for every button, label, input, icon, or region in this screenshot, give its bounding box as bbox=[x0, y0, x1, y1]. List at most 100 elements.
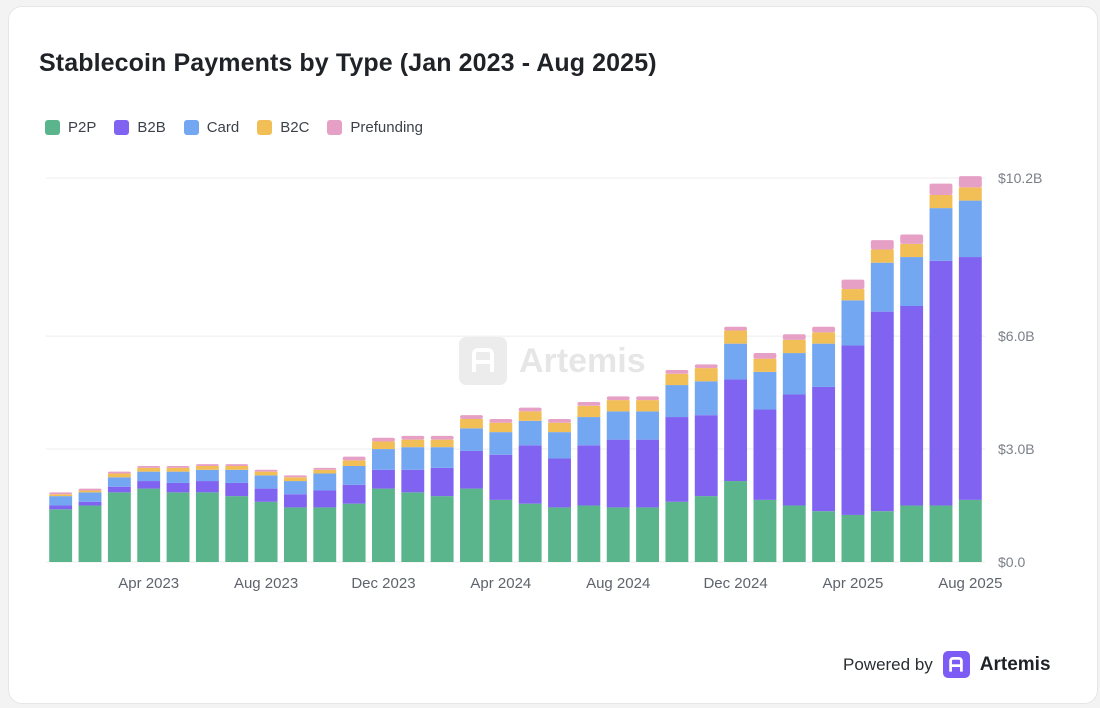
bar-segment-card bbox=[137, 471, 161, 482]
bar-segment-p2p bbox=[958, 499, 982, 562]
bar-segment-card bbox=[694, 381, 718, 416]
powered-by[interactable]: Powered by Artemis bbox=[843, 651, 1051, 678]
bar-segment-p2p bbox=[782, 505, 806, 562]
bar-segment-prefunding bbox=[548, 418, 571, 423]
bar-segment-b2c bbox=[665, 373, 689, 386]
bar-segment-p2p bbox=[841, 514, 865, 562]
bar-segment-b2b bbox=[782, 394, 806, 506]
bar-segment-prefunding bbox=[225, 464, 249, 466]
bar-segment-p2p bbox=[900, 505, 924, 562]
bar-segment-b2b bbox=[372, 469, 395, 489]
bar-segment-p2p bbox=[313, 507, 337, 562]
bar-segment-prefunding bbox=[606, 396, 630, 401]
bar-segment-card bbox=[430, 447, 454, 468]
bar-segment-b2c bbox=[489, 422, 513, 433]
bar-segment-b2c bbox=[929, 194, 953, 209]
bar-segment-card bbox=[401, 447, 425, 470]
bar-segment-card bbox=[49, 496, 73, 506]
bar-segment-p2p bbox=[430, 496, 454, 562]
bar-segment-b2c bbox=[812, 332, 836, 344]
bar-segment-prefunding bbox=[753, 353, 777, 359]
bar-segment-b2c bbox=[958, 187, 982, 201]
bar-segment-p2p bbox=[225, 496, 249, 562]
bar-segment-b2c bbox=[460, 418, 483, 429]
x-tick-label: Dec 2023 bbox=[351, 575, 415, 592]
bar-segment-p2p bbox=[812, 511, 836, 562]
bar-segment-prefunding bbox=[636, 396, 659, 401]
bar-segment-card bbox=[313, 473, 337, 491]
bar-segment-b2b bbox=[958, 257, 982, 500]
bar-segment-b2b bbox=[283, 494, 307, 508]
bar-segment-card bbox=[107, 477, 131, 487]
bar-segment-p2p bbox=[372, 488, 395, 562]
bar-segment-b2c bbox=[548, 422, 571, 433]
bar-segment-prefunding bbox=[195, 464, 219, 466]
bar-segment-b2c bbox=[401, 439, 425, 448]
bar-segment-p2p bbox=[254, 501, 278, 562]
bar-segment-b2b bbox=[606, 439, 630, 508]
legend-item-card[interactable]: Card bbox=[183, 119, 239, 136]
bar-segment-p2p bbox=[870, 511, 894, 562]
bar-segment-card bbox=[489, 432, 513, 455]
bar-segment-p2p bbox=[548, 507, 571, 562]
bar-segment-b2b bbox=[724, 379, 748, 482]
y-tick-label: $0.0 bbox=[998, 554, 1025, 570]
bar-segment-b2c bbox=[283, 477, 307, 482]
bar-segment-b2c bbox=[137, 467, 161, 472]
legend-swatch-p2p bbox=[45, 120, 60, 135]
bar-segment-p2p bbox=[929, 505, 953, 562]
bar-segment-b2b bbox=[812, 386, 836, 512]
bar-segment-b2c bbox=[577, 405, 601, 418]
artemis-watermark: Artemis bbox=[459, 337, 646, 385]
bar-segment-b2c bbox=[724, 330, 748, 344]
bar-segment-card bbox=[548, 432, 571, 459]
bar-segment-card bbox=[606, 411, 630, 440]
bar-segment-p2p bbox=[78, 505, 102, 562]
bar-segment-prefunding bbox=[812, 326, 836, 333]
x-tick-label: Apr 2025 bbox=[823, 575, 884, 592]
bar-segment-b2b bbox=[78, 501, 102, 506]
bar-segment-card bbox=[958, 200, 982, 258]
bar-segment-prefunding bbox=[577, 402, 601, 406]
bar-segment-p2p bbox=[489, 499, 513, 562]
bar-segment-b2b bbox=[225, 482, 249, 497]
bar-segment-prefunding bbox=[78, 488, 102, 491]
bar-segment-b2b bbox=[489, 454, 513, 500]
artemis-watermark-text: Artemis bbox=[519, 341, 646, 380]
bar-segment-b2b bbox=[753, 409, 777, 500]
legend-item-b2b[interactable]: B2B bbox=[114, 119, 166, 136]
bar-segment-p2p bbox=[49, 509, 73, 562]
bar-segment-card bbox=[254, 475, 278, 489]
bar-segment-card bbox=[929, 208, 953, 261]
x-tick-label: Aug 2025 bbox=[938, 575, 1002, 592]
legend-item-b2c[interactable]: B2C bbox=[257, 119, 309, 136]
bar-segment-card bbox=[841, 300, 865, 346]
legend-item-prefunding[interactable]: Prefunding bbox=[327, 119, 423, 136]
legend-item-p2p[interactable]: P2P bbox=[45, 119, 96, 136]
bar-segment-p2p bbox=[665, 501, 689, 562]
bar-segment-prefunding bbox=[841, 279, 865, 290]
legend-label-b2b: B2B bbox=[137, 119, 166, 136]
bar-segment-b2b bbox=[636, 439, 659, 508]
bar-segment-card bbox=[665, 385, 689, 418]
bar-segment-b2c bbox=[518, 411, 542, 421]
bar-segment-prefunding bbox=[724, 326, 748, 331]
bar-segment-prefunding bbox=[49, 492, 73, 495]
bar-segment-p2p bbox=[518, 503, 542, 562]
bar-segment-b2b bbox=[694, 415, 718, 497]
bar-segment-p2p bbox=[694, 496, 718, 562]
x-tick-label: Dec 2024 bbox=[703, 575, 767, 592]
bar-segment-b2c bbox=[107, 473, 131, 478]
legend-swatch-card bbox=[183, 120, 199, 135]
bar-segment-p2p bbox=[636, 507, 659, 562]
bar-segment-b2c bbox=[782, 339, 806, 354]
bar-segment-b2b bbox=[313, 490, 337, 508]
bar-segment-card bbox=[78, 492, 102, 502]
bar-segment-prefunding bbox=[870, 240, 894, 250]
bar-segment-prefunding bbox=[665, 370, 689, 374]
bar-segment-b2b bbox=[107, 486, 131, 493]
bar-segment-card bbox=[518, 420, 542, 446]
bar-segment-prefunding bbox=[460, 415, 483, 419]
bar-segment-b2c bbox=[841, 289, 865, 301]
bar-segment-prefunding bbox=[283, 475, 307, 478]
